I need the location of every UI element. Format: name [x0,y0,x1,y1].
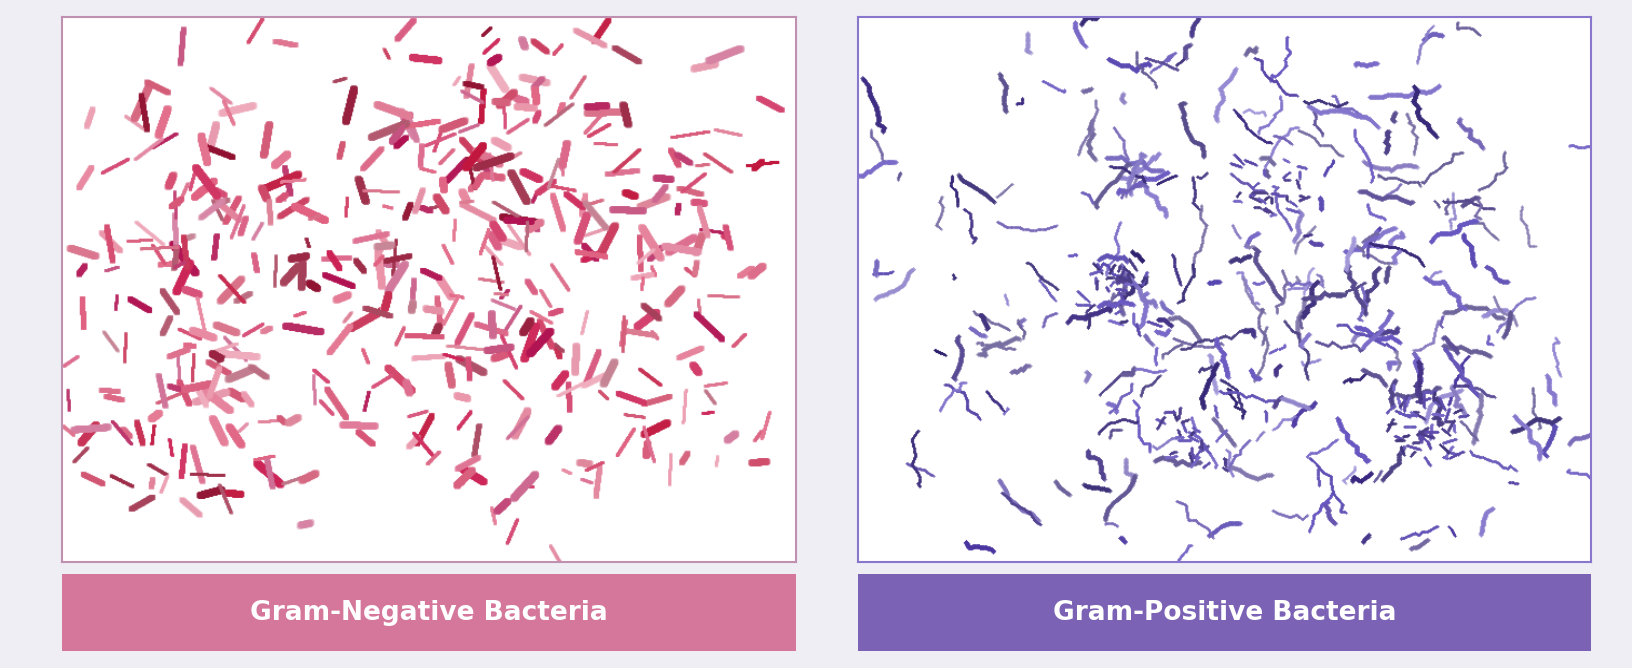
Text: Gram-Positive Bacteria: Gram-Positive Bacteria [1053,600,1395,626]
Text: Gram-Negative Bacteria: Gram-Negative Bacteria [250,600,607,626]
